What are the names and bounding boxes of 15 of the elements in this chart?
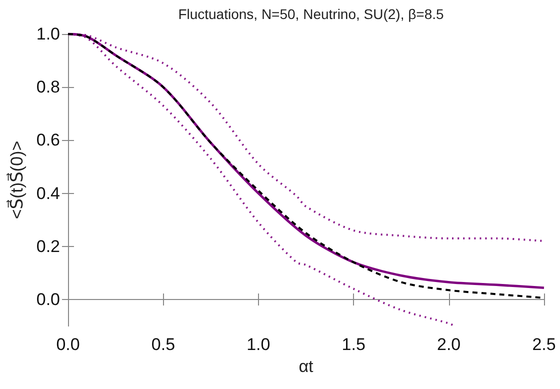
y-tick-label: 0.4	[36, 184, 60, 203]
y-tick-label: 0.8	[36, 78, 60, 97]
chart-title: Fluctuations, N=50, Neutrino, SU(2), β=8.5	[178, 6, 444, 22]
x-tick-label: 0.5	[151, 335, 176, 354]
y-axis-title: <S⃗(t)S⃗(0)>	[6, 140, 26, 220]
y-tick-label: 0.6	[36, 130, 60, 150]
y-tick-label: 0.2	[36, 236, 60, 256]
x-tick-label: 2.0	[436, 335, 461, 354]
x-tick-label: 0.0	[56, 335, 80, 354]
y-tick-label: 1.0	[36, 24, 60, 44]
y-tick-label: 0.0	[36, 290, 60, 309]
x-axis-title: αt	[298, 356, 314, 376]
x-tick-label: 1.0	[246, 335, 270, 354]
x-tick-label: 2.5	[532, 335, 556, 354]
x-tick-label: 1.5	[342, 335, 366, 354]
